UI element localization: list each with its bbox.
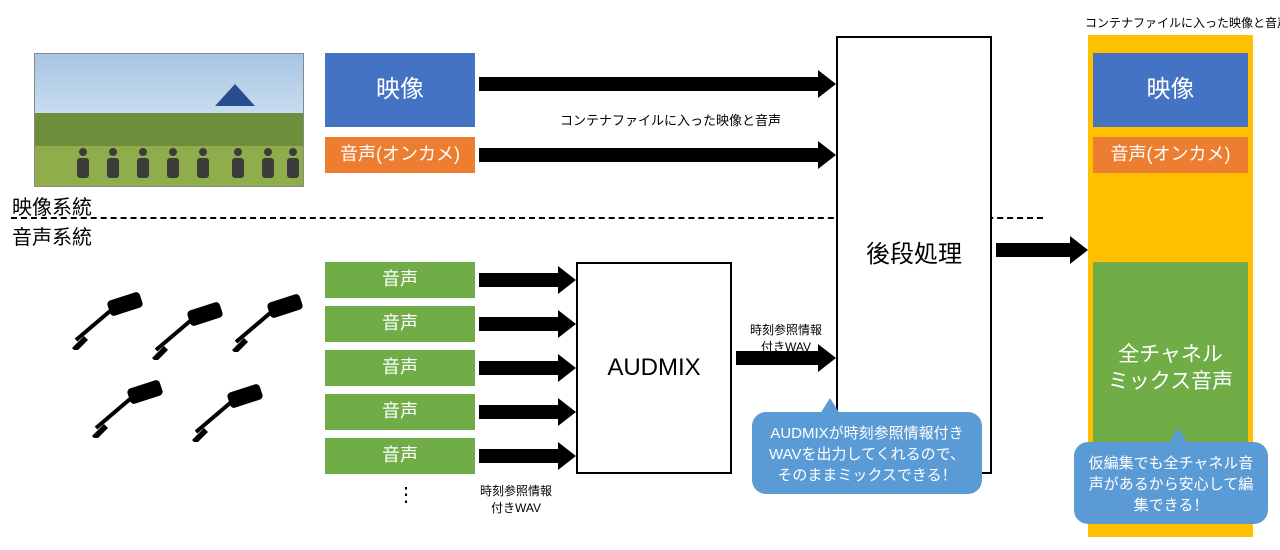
arrow-audio-3-line xyxy=(479,405,558,419)
src-audio-box-4: 音声 xyxy=(325,438,475,474)
top-right-caption: コンテナファイルに入った映像と音声 xyxy=(1085,14,1280,31)
arrow-audio-2-head xyxy=(558,354,576,382)
mic-icon-0 xyxy=(68,292,146,355)
arrow-oncam-head xyxy=(818,141,836,169)
src-audio-box-3: 音声 xyxy=(325,394,475,430)
mic-icon-1 xyxy=(148,302,226,365)
mid-caption: コンテナファイルに入った映像と音声 xyxy=(560,110,781,129)
arrow-oncam-line xyxy=(479,148,818,162)
arrow-audio-0-head xyxy=(558,266,576,294)
out-video-box: 映像 xyxy=(1093,53,1248,127)
arrow-post-line xyxy=(996,243,1070,257)
scene-photo xyxy=(34,53,304,187)
arrow-audio-0-line xyxy=(479,273,558,287)
arrow-video-head xyxy=(818,70,836,98)
arrow-audio-4-head xyxy=(558,442,576,470)
mic-icon-3 xyxy=(88,380,166,443)
speech-bubble-audmix: AUDMIXが時刻参照情報付きWAVを出力してくれるので、そのままミックスできる… xyxy=(752,412,982,494)
arrow-audio-1-line xyxy=(479,317,558,331)
arrow-video-line xyxy=(479,77,818,91)
src-video-box: 映像 xyxy=(325,53,475,127)
arrow-audio-3-head xyxy=(558,398,576,426)
mic-icon-4 xyxy=(188,384,266,447)
arrow-audmix-head xyxy=(818,344,836,372)
src-audio-box-0: 音声 xyxy=(325,262,475,298)
wav-caption-mid: 時刻参照情報付きWAV xyxy=(750,321,822,355)
arrow-audio-1-head xyxy=(558,310,576,338)
post-box: 後段処理 xyxy=(836,36,992,474)
src-oncam-box: 音声(オンカメ) xyxy=(325,137,475,173)
mic-icon-2 xyxy=(228,294,306,357)
audmix-box: AUDMIX xyxy=(576,262,732,474)
src-audio-box-2: 音声 xyxy=(325,350,475,386)
arrow-audio-4-line xyxy=(479,449,558,463)
wav-caption-bottom: 時刻参照情報付きWAV xyxy=(480,482,552,516)
section-video-label: 映像系統 xyxy=(12,191,92,220)
section-audio-label: 音声系統 xyxy=(12,221,92,250)
src-audio-box-1: 音声 xyxy=(325,306,475,342)
arrow-audio-2-line xyxy=(479,361,558,375)
audio-ellipsis: ⋮ xyxy=(396,482,416,507)
out-oncam-box: 音声(オンカメ) xyxy=(1093,137,1248,173)
arrow-post-head xyxy=(1070,236,1088,264)
speech-bubble-output: 仮編集でも全チャネル音声があるから安心して編集できる！ xyxy=(1074,442,1268,524)
arrow-audmix-line xyxy=(736,351,818,365)
